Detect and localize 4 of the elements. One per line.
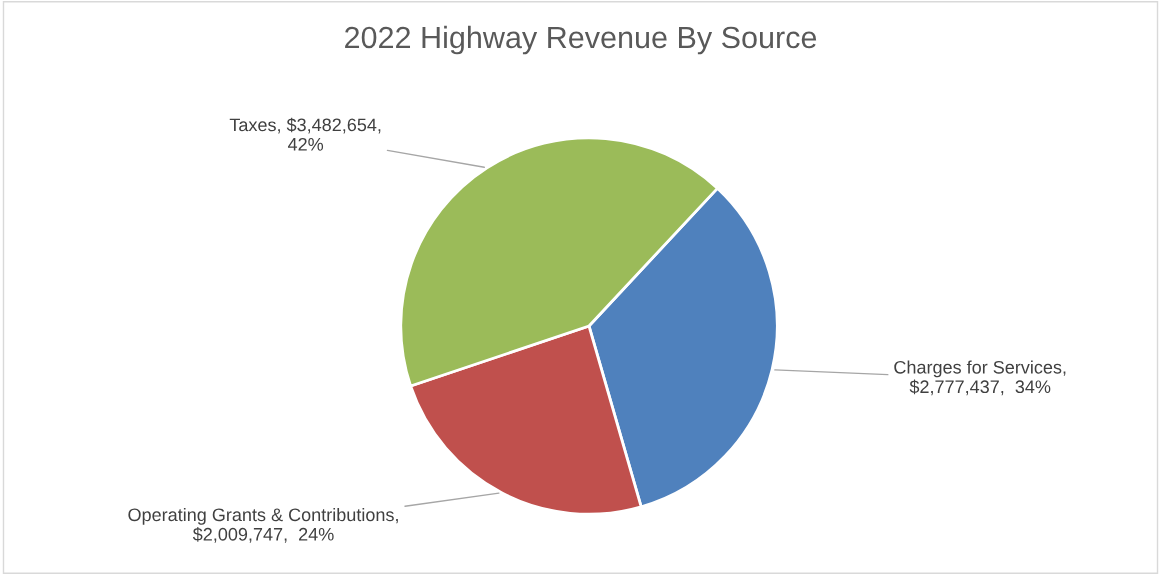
slice-label: Operating Grants & Contributions, $2,009,747, 24% — [128, 507, 398, 543]
slice-label: Taxes, $3,482,654, 42% — [229, 117, 381, 151]
slice-label: Charges for Services, $2,777,437, 34% — [894, 360, 1066, 396]
chart-title: 2022 Highway Revenue By Source — [345, 25, 817, 55]
